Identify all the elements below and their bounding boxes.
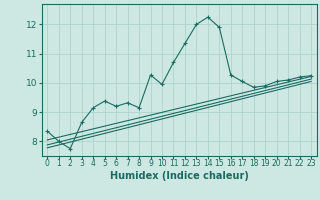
X-axis label: Humidex (Indice chaleur): Humidex (Indice chaleur) — [110, 171, 249, 181]
